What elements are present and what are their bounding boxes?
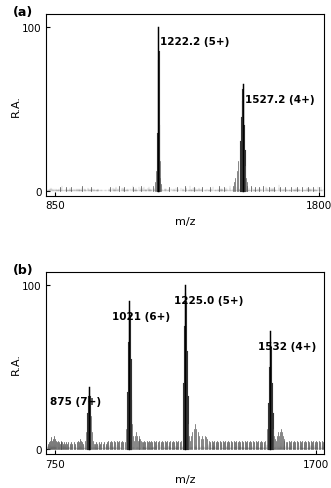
Text: 1021 (6+): 1021 (6+) [113, 311, 170, 322]
Text: 1225.0 (5+): 1225.0 (5+) [174, 295, 244, 305]
X-axis label: m/z: m/z [175, 474, 196, 484]
Y-axis label: R.A.: R.A. [11, 352, 21, 374]
Text: 1532 (4+): 1532 (4+) [258, 341, 316, 351]
Text: (b): (b) [13, 264, 34, 276]
X-axis label: m/z: m/z [175, 217, 196, 226]
Text: 875 (7+): 875 (7+) [50, 396, 102, 407]
Y-axis label: R.A.: R.A. [11, 94, 21, 116]
Text: 1527.2 (4+): 1527.2 (4+) [245, 95, 315, 104]
Text: 1222.2 (5+): 1222.2 (5+) [160, 38, 230, 47]
Text: (a): (a) [13, 5, 33, 19]
